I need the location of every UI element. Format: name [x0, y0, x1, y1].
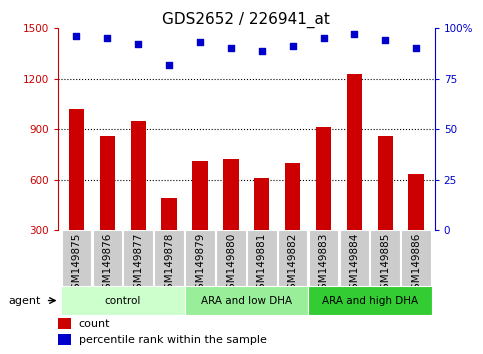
FancyBboxPatch shape: [401, 230, 431, 286]
Bar: [130, 121, 146, 230]
Text: percentile rank within the sample: percentile rank within the sample: [79, 335, 267, 345]
Point: [351, 32, 358, 37]
Text: count: count: [79, 319, 110, 329]
Title: GDS2652 / 226941_at: GDS2652 / 226941_at: [162, 12, 330, 28]
Text: GSM149881: GSM149881: [257, 233, 267, 296]
Point: [134, 42, 142, 47]
FancyBboxPatch shape: [370, 230, 400, 286]
FancyBboxPatch shape: [216, 230, 246, 286]
Point: [165, 62, 173, 68]
FancyBboxPatch shape: [185, 286, 308, 315]
Point: [72, 34, 80, 39]
Bar: [58, 334, 71, 345]
Text: GSM149876: GSM149876: [102, 233, 113, 296]
FancyBboxPatch shape: [247, 230, 277, 286]
Text: GSM149879: GSM149879: [195, 233, 205, 296]
FancyBboxPatch shape: [93, 230, 122, 286]
Bar: [161, 198, 177, 230]
Point: [103, 35, 111, 41]
FancyBboxPatch shape: [61, 286, 185, 315]
Bar: [69, 109, 84, 230]
FancyBboxPatch shape: [340, 230, 369, 286]
Point: [412, 46, 420, 51]
Text: GSM149882: GSM149882: [288, 233, 298, 296]
Text: control: control: [105, 296, 141, 306]
Point: [227, 46, 235, 51]
Bar: [378, 136, 393, 230]
Bar: [192, 161, 208, 230]
Point: [289, 44, 297, 49]
FancyBboxPatch shape: [185, 230, 215, 286]
Bar: [316, 127, 331, 230]
FancyBboxPatch shape: [308, 286, 432, 315]
Text: GSM149877: GSM149877: [133, 233, 143, 296]
Text: agent: agent: [9, 296, 41, 306]
Text: GSM149883: GSM149883: [318, 233, 328, 296]
Text: GSM149886: GSM149886: [411, 233, 421, 296]
Bar: [58, 318, 71, 329]
FancyBboxPatch shape: [154, 230, 184, 286]
Bar: [409, 174, 424, 230]
Point: [320, 35, 327, 41]
FancyBboxPatch shape: [124, 230, 153, 286]
Bar: [285, 163, 300, 230]
Text: GSM149880: GSM149880: [226, 233, 236, 296]
Text: GSM149885: GSM149885: [380, 233, 390, 296]
Text: ARA and high DHA: ARA and high DHA: [322, 296, 418, 306]
Point: [196, 40, 204, 45]
Bar: [223, 159, 239, 230]
Point: [382, 38, 389, 43]
Text: ARA and low DHA: ARA and low DHA: [201, 296, 292, 306]
Bar: [347, 74, 362, 230]
Bar: [254, 178, 270, 230]
Point: [258, 48, 266, 53]
Text: GSM149878: GSM149878: [164, 233, 174, 296]
FancyBboxPatch shape: [278, 230, 308, 286]
Bar: [99, 136, 115, 230]
FancyBboxPatch shape: [62, 230, 91, 286]
Text: GSM149875: GSM149875: [71, 233, 82, 296]
Text: GSM149884: GSM149884: [349, 233, 359, 296]
FancyBboxPatch shape: [309, 230, 339, 286]
